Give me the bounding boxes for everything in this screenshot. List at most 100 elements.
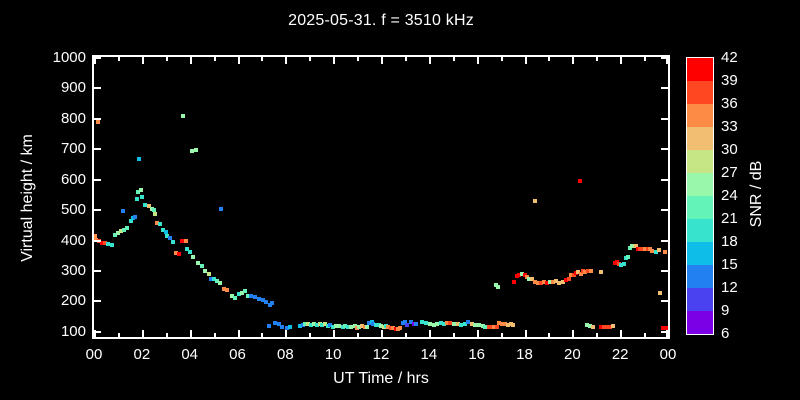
axis-tick — [166, 333, 168, 337]
data-point — [557, 280, 562, 285]
data-point — [297, 324, 302, 329]
colorbar-tick-label: 21 — [721, 210, 738, 227]
data-point — [167, 235, 172, 240]
axis-tick — [118, 57, 120, 61]
data-point — [615, 259, 620, 264]
data-point — [640, 247, 645, 252]
data-point — [612, 261, 617, 266]
data-point — [130, 216, 135, 221]
data-point — [137, 156, 142, 161]
data-point — [405, 322, 410, 327]
data-point — [306, 321, 311, 326]
data-point — [489, 325, 494, 330]
data-point — [180, 113, 185, 118]
colorbar-segment — [687, 127, 713, 150]
axis-tick — [661, 87, 668, 89]
colorbar-segment — [687, 173, 713, 196]
data-point — [571, 273, 576, 278]
data-point — [420, 319, 425, 324]
data-point — [170, 239, 175, 244]
data-point — [599, 324, 604, 329]
data-point — [636, 247, 641, 252]
colorbar-segment — [687, 288, 713, 311]
data-point — [191, 254, 196, 259]
axis-tick — [661, 240, 668, 242]
data-point — [643, 246, 648, 251]
data-point — [533, 198, 538, 203]
data-point — [328, 323, 333, 328]
axis-tick — [238, 57, 240, 64]
data-point — [402, 320, 407, 325]
data-point — [563, 277, 568, 282]
data-point — [524, 275, 529, 280]
data-point — [309, 322, 314, 327]
data-point — [569, 272, 574, 277]
data-point — [491, 324, 496, 329]
data-point — [360, 324, 365, 329]
colorbar-segment — [687, 150, 713, 173]
data-point — [459, 322, 464, 327]
data-point — [483, 324, 488, 329]
data-point — [541, 280, 546, 285]
data-point — [381, 324, 386, 329]
data-point — [448, 320, 453, 325]
data-point — [138, 188, 143, 193]
data-point — [590, 324, 595, 329]
data-point — [367, 321, 372, 325]
data-point — [520, 272, 525, 276]
data-point — [587, 324, 592, 329]
axis-tick — [501, 333, 503, 337]
data-point — [581, 269, 586, 274]
data-point — [120, 209, 125, 213]
data-point — [264, 299, 269, 304]
colorbar-tick-label: 9 — [721, 302, 730, 319]
data-point — [393, 327, 398, 332]
x-tick-label: 00 — [659, 346, 677, 363]
y-tick-label: 800 — [60, 109, 86, 127]
colorbar-tick-label: 12 — [721, 279, 738, 296]
axis-tick — [525, 57, 527, 64]
axis-tick — [190, 330, 192, 337]
data-point — [165, 234, 170, 239]
data-point — [325, 323, 330, 328]
axis-tick — [572, 330, 574, 337]
data-point — [365, 324, 370, 329]
y-tick-label: 100 — [60, 322, 86, 340]
data-point — [625, 254, 630, 259]
axis-tick — [661, 209, 668, 211]
data-point — [161, 228, 166, 233]
data-point — [118, 229, 123, 234]
data-point — [601, 325, 606, 330]
data-point — [134, 196, 139, 201]
data-point — [553, 279, 558, 284]
colorbar-tick-label: 15 — [721, 256, 738, 273]
data-point — [318, 321, 322, 326]
data-point — [408, 320, 413, 325]
data-point — [389, 325, 394, 330]
data-point — [576, 270, 581, 275]
axis-tick — [405, 333, 407, 337]
data-point — [113, 232, 118, 237]
x-axis-label: UT Time / hrs — [333, 370, 429, 387]
data-point — [374, 322, 379, 327]
data-point — [331, 324, 336, 329]
data-point — [140, 195, 145, 199]
data-point — [272, 321, 277, 326]
colorbar-segment — [687, 58, 713, 81]
data-point — [607, 325, 612, 330]
data-point — [125, 226, 130, 231]
data-point — [121, 227, 126, 232]
data-point — [147, 203, 151, 208]
axis-tick — [94, 118, 101, 120]
data-point — [438, 321, 443, 326]
axis-tick — [453, 333, 455, 337]
data-point — [573, 271, 578, 276]
data-point — [664, 326, 668, 331]
data-point — [522, 273, 527, 278]
data-point — [94, 237, 99, 242]
data-point — [246, 293, 251, 298]
axis-tick — [190, 57, 192, 64]
axis-tick — [429, 57, 431, 64]
data-point — [630, 244, 635, 249]
data-point — [276, 321, 281, 326]
